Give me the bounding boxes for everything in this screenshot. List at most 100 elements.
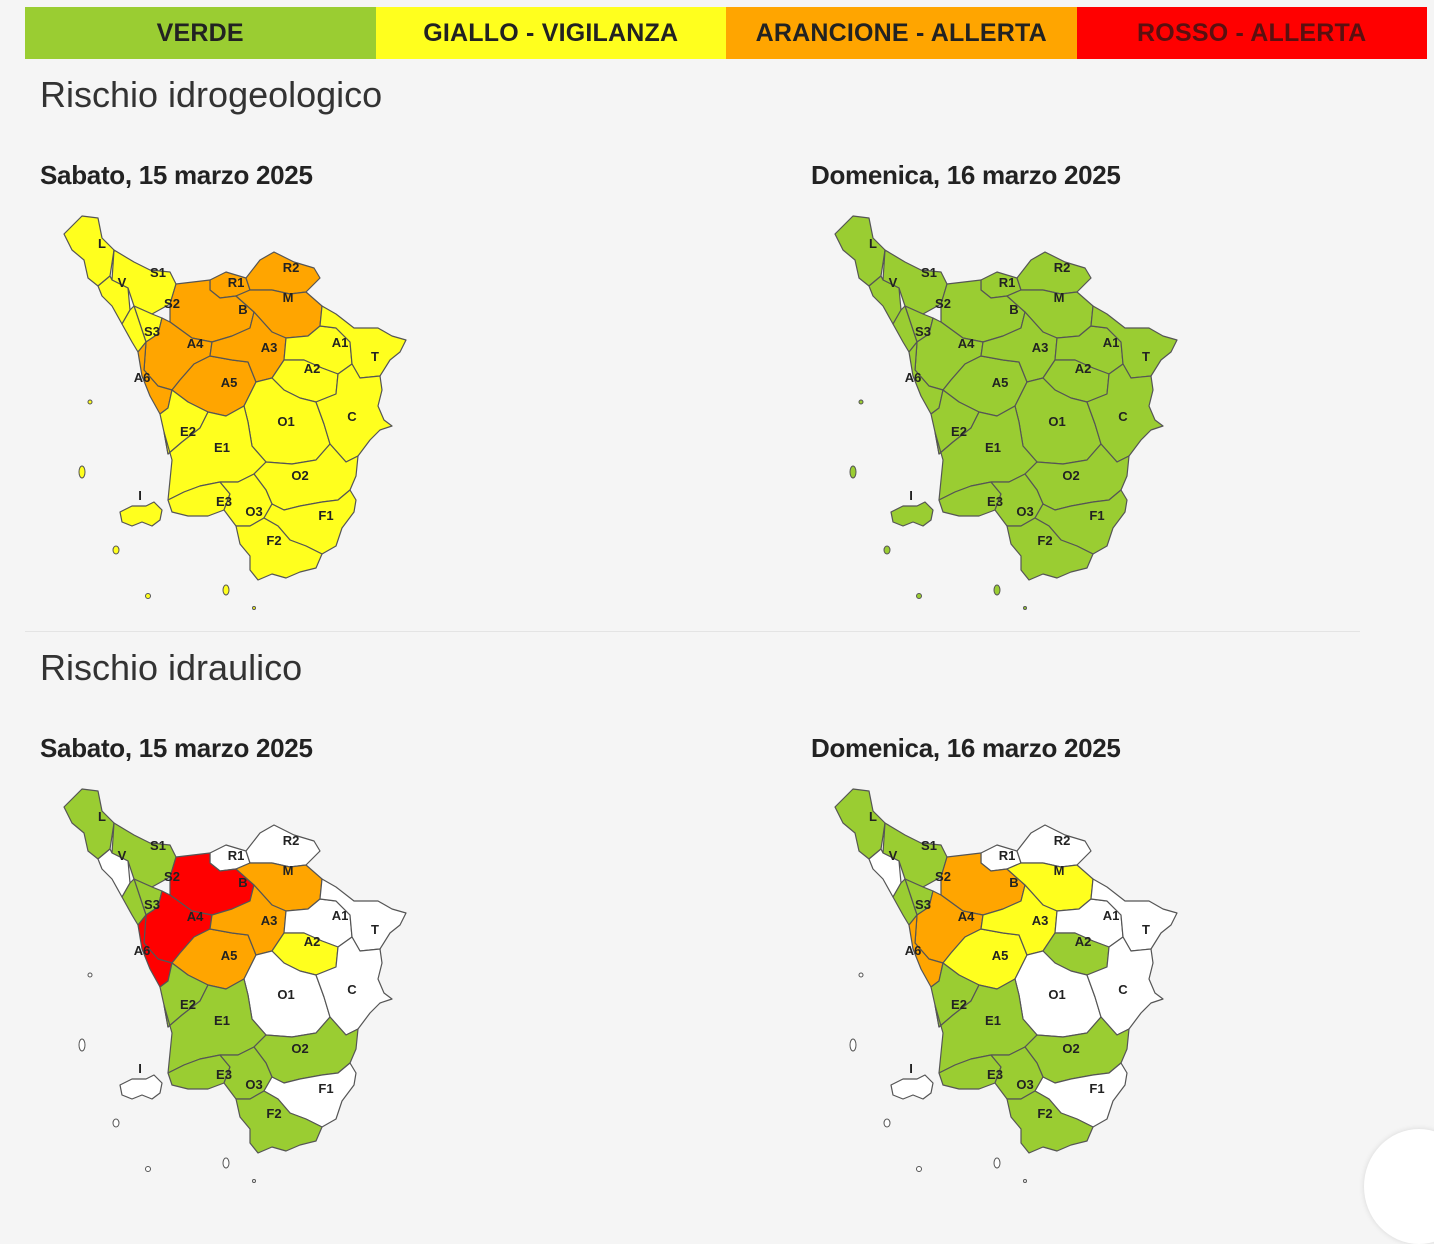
zone-label-s3: S3 — [915, 897, 931, 912]
zone-label-s1: S1 — [150, 838, 166, 853]
map-zones — [63, 788, 407, 1183]
zone-label-a6: A6 — [134, 943, 151, 958]
zone-s3[interactable] — [892, 878, 918, 926]
zone-label-e3: E3 — [987, 1067, 1003, 1082]
zone-label-s1: S1 — [921, 265, 937, 280]
zone-label-s3: S3 — [144, 897, 160, 912]
zone-f2[interactable] — [1006, 517, 1094, 581]
zone-c[interactable] — [315, 363, 393, 463]
zone-label-s3: S3 — [144, 324, 160, 339]
zone-label-o3: O3 — [245, 504, 262, 519]
zone-f2[interactable] — [235, 517, 323, 581]
zone-l[interactable] — [63, 788, 115, 860]
zone-l[interactable] — [834, 788, 886, 860]
zone-c[interactable] — [1086, 363, 1164, 463]
legend-giallo: GIALLO - VIGILANZA — [375, 7, 726, 59]
zone-label-a2: A2 — [1075, 934, 1092, 949]
zone-label-a2: A2 — [1075, 361, 1092, 376]
zone-s3[interactable] — [121, 878, 147, 926]
zone-i[interactable] — [890, 1074, 934, 1100]
zone-label-c: C — [1118, 409, 1128, 424]
risk-map-idraulico-domenica[interactable]: L S1 V S2 S3 R1 R2 B M A4 A6 A5 A3 A1 T A2 O1 C E2 E1 O2 E3 O3… — [831, 783, 1191, 1183]
zone-label-r1: R1 — [999, 275, 1016, 290]
zone-c[interactable] — [1086, 936, 1164, 1036]
zone-label-v: V — [889, 848, 898, 863]
zone-label-f1: F1 — [1089, 1081, 1104, 1096]
zone-label-i: I — [909, 1061, 913, 1076]
zone-label-v: V — [889, 275, 898, 290]
zone-label-f2: F2 — [1037, 1106, 1052, 1121]
zone-label-r2: R2 — [1054, 260, 1071, 275]
island-shape — [87, 972, 93, 978]
zone-label-b: B — [1009, 302, 1018, 317]
zone-label-a2: A2 — [304, 934, 321, 949]
island-shape — [849, 1038, 857, 1052]
zone-label-f1: F1 — [318, 1081, 333, 1096]
legend-rosso-label: ROSSO - ALLERTA — [1137, 18, 1367, 47]
zone-f2[interactable] — [235, 1090, 323, 1154]
risk-map-idrogeologico-sabato[interactable]: L S1 V S2 S3 R1 R2 B M A4 A6 A5 A3 A1 T A2 O1 C E2 E1 O2 E3 O3… — [60, 210, 420, 610]
zone-label-s3: S3 — [915, 324, 931, 339]
zone-i[interactable] — [119, 1074, 163, 1100]
zone-t[interactable] — [319, 305, 407, 379]
map-zones — [834, 788, 1178, 1183]
zone-s3[interactable] — [892, 305, 918, 353]
zone-label-o3: O3 — [1016, 1077, 1033, 1092]
zone-label-r1: R1 — [228, 848, 245, 863]
zone-label-o3: O3 — [245, 1077, 262, 1092]
legend-rosso: ROSSO - ALLERTA — [1076, 7, 1427, 59]
zone-l[interactable] — [63, 215, 115, 287]
island-shape — [883, 545, 891, 555]
island-shape — [145, 593, 151, 599]
zone-t[interactable] — [1090, 878, 1178, 952]
zone-label-a4: A4 — [958, 909, 975, 924]
zone-label-r1: R1 — [999, 848, 1016, 863]
zone-c[interactable] — [315, 936, 393, 1036]
island-shape — [78, 1038, 86, 1052]
map-zones — [63, 215, 407, 610]
zone-label-a1: A1 — [1103, 335, 1120, 350]
zone-f2[interactable] — [1006, 1090, 1094, 1154]
island-shape — [252, 1179, 256, 1183]
zone-label-b: B — [1009, 875, 1018, 890]
zone-label-t: T — [371, 349, 379, 364]
zone-i[interactable] — [890, 501, 934, 527]
zone-label-o2: O2 — [291, 468, 308, 483]
zone-label-o1: O1 — [277, 987, 294, 1002]
island-shape — [993, 1157, 1001, 1169]
zone-t[interactable] — [1090, 305, 1178, 379]
zone-label-l: L — [98, 236, 106, 251]
island-shape — [1023, 606, 1027, 610]
legend-giallo-label: GIALLO - VIGILANZA — [423, 18, 679, 47]
zone-label-r2: R2 — [1054, 833, 1071, 848]
legend-arancione-label: ARANCIONE - ALLERTA — [755, 18, 1047, 47]
zone-label-m: M — [283, 290, 294, 305]
zone-s3[interactable] — [121, 305, 147, 353]
risk-map-idraulico-sabato[interactable]: L S1 V S2 S3 R1 R2 B M A4 A6 A5 A3 A1 T A2 O1 C E2 E1 O2 E3 O3… — [60, 783, 420, 1183]
zone-t[interactable] — [319, 878, 407, 952]
zone-label-s2: S2 — [164, 869, 180, 884]
zone-label-e2: E2 — [951, 424, 967, 439]
island-shape — [1023, 1179, 1027, 1183]
zone-label-o1: O1 — [1048, 987, 1065, 1002]
zone-label-r2: R2 — [283, 260, 300, 275]
zone-label-o1: O1 — [277, 414, 294, 429]
zone-l[interactable] — [834, 215, 886, 287]
island-shape — [883, 1118, 891, 1128]
zone-label-o2: O2 — [1062, 1041, 1079, 1056]
zone-label-e2: E2 — [180, 424, 196, 439]
zone-label-a6: A6 — [905, 370, 922, 385]
zone-label-m: M — [1054, 863, 1065, 878]
date-title: Domenica, 16 marzo 2025 — [811, 733, 1121, 763]
zone-label-i: I — [138, 1061, 142, 1076]
island-shape — [993, 584, 1001, 596]
zone-label-a5: A5 — [992, 948, 1009, 963]
zone-i[interactable] — [119, 501, 163, 527]
island-shape — [222, 1157, 230, 1169]
zone-label-a2: A2 — [304, 361, 321, 376]
zone-label-r2: R2 — [283, 833, 300, 848]
island-shape — [112, 1118, 120, 1128]
floating-corner-button[interactable] — [1364, 1129, 1434, 1244]
risk-map-idrogeologico-domenica[interactable]: L S1 V S2 S3 R1 R2 B M A4 A6 A5 A3 A1 T A2 O1 C E2 E1 O2 E3 O3… — [831, 210, 1191, 610]
island-shape — [112, 545, 120, 555]
